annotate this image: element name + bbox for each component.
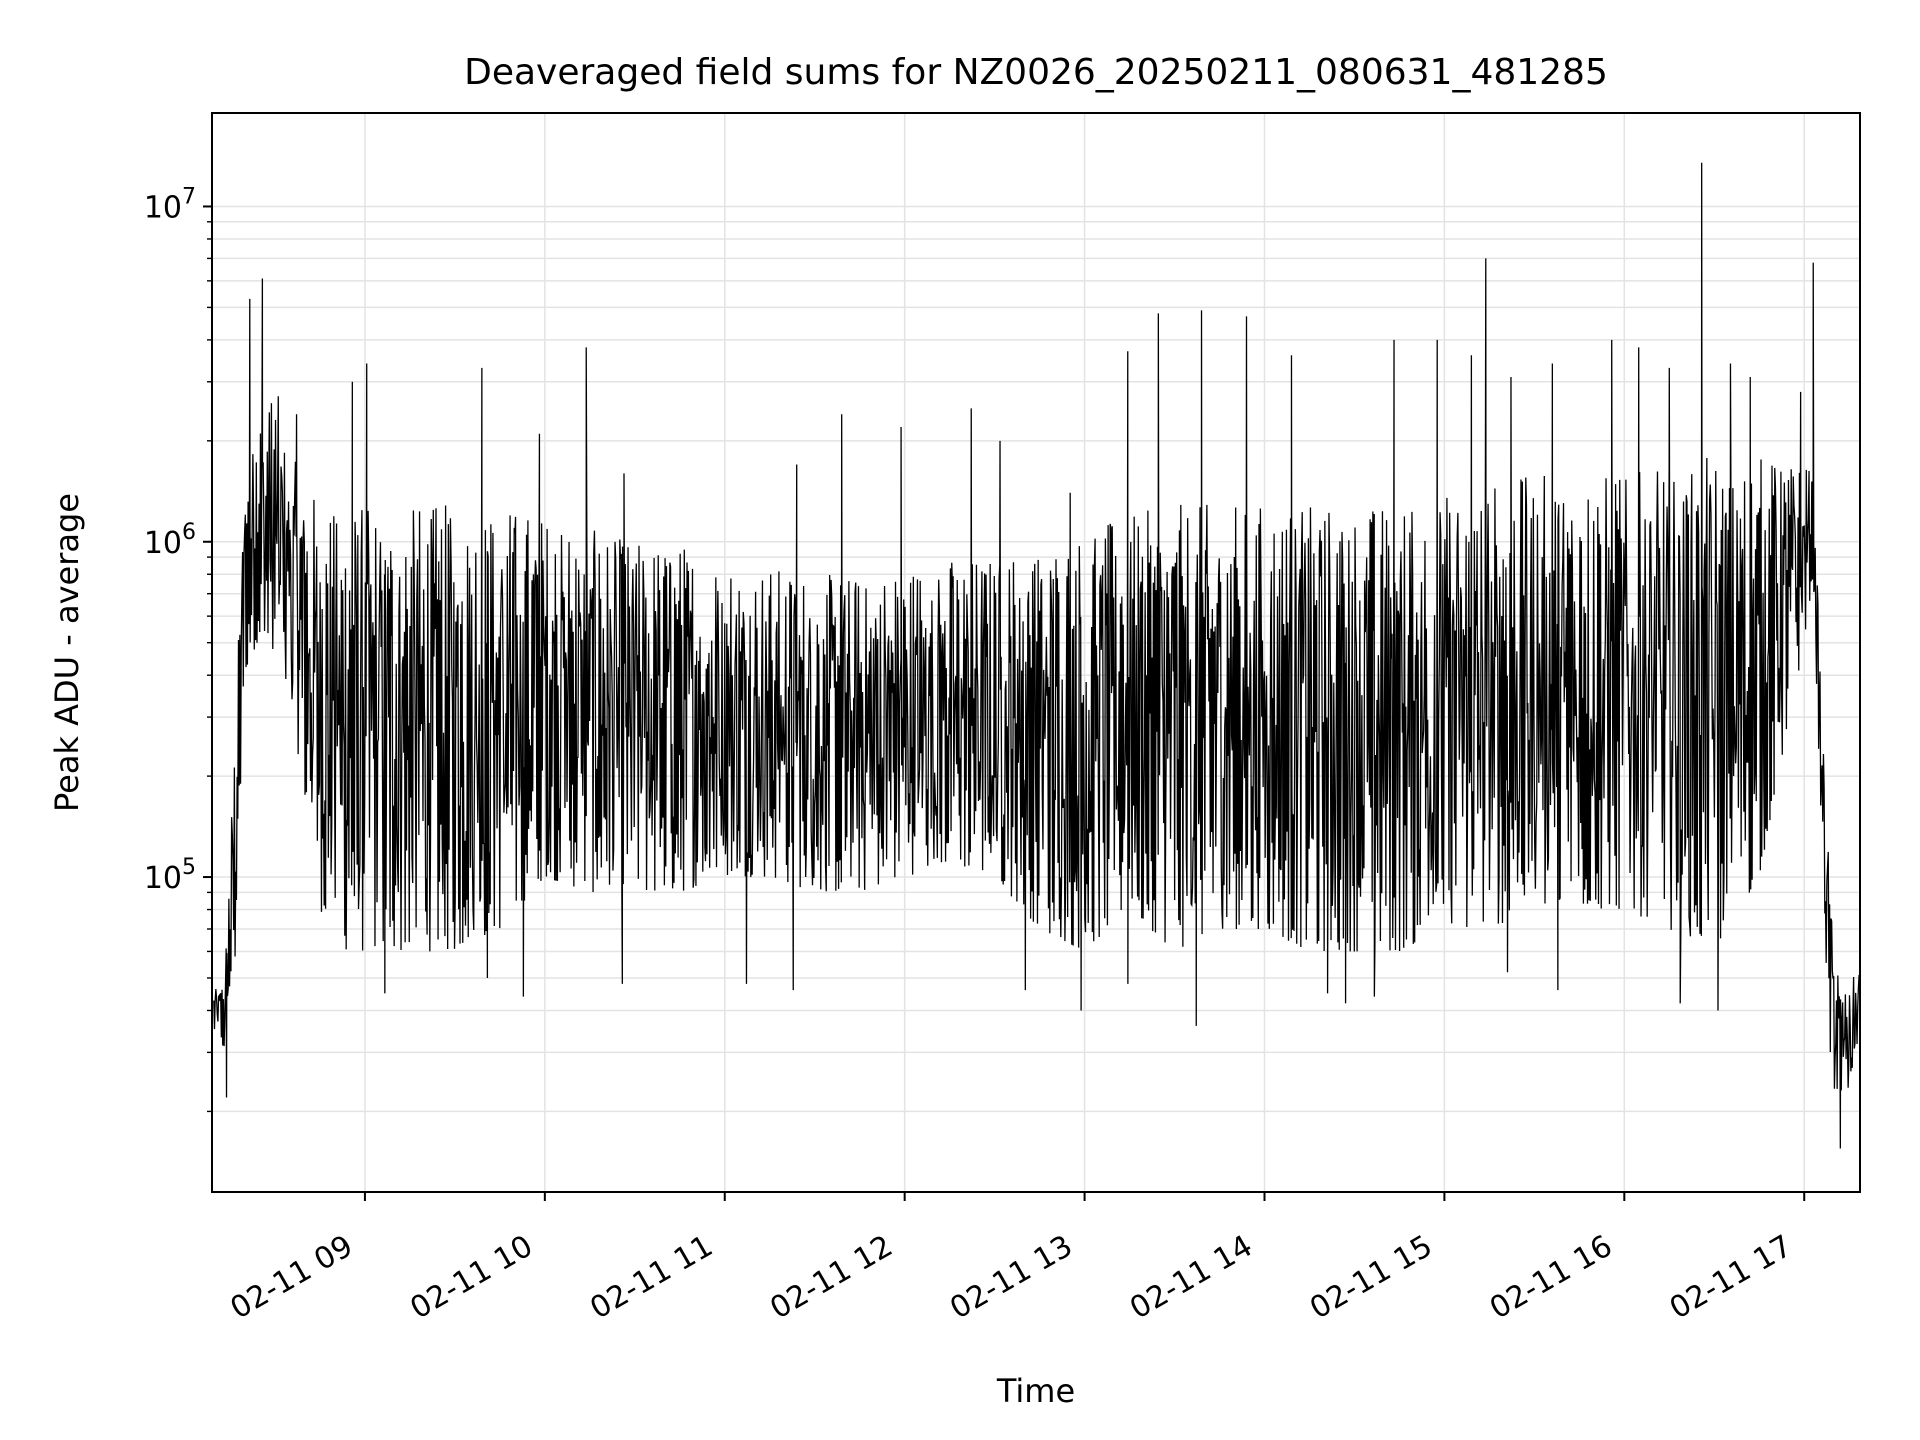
plot-area <box>213 162 1860 1149</box>
plot-frame <box>211 112 1861 1193</box>
series-line <box>213 162 1860 1149</box>
y-axis: 105 106 107 <box>144 184 212 1113</box>
y-tick-label: 106 <box>144 520 196 561</box>
y-tick-label: 107 <box>144 184 196 225</box>
x-axis-label: Time <box>996 1372 1075 1410</box>
y-tick-label: 105 <box>144 855 196 896</box>
chart-title: Deaveraged field sums for NZ0026_2025021… <box>464 52 1608 93</box>
y-axis-label: Peak ADU - average <box>48 493 86 812</box>
